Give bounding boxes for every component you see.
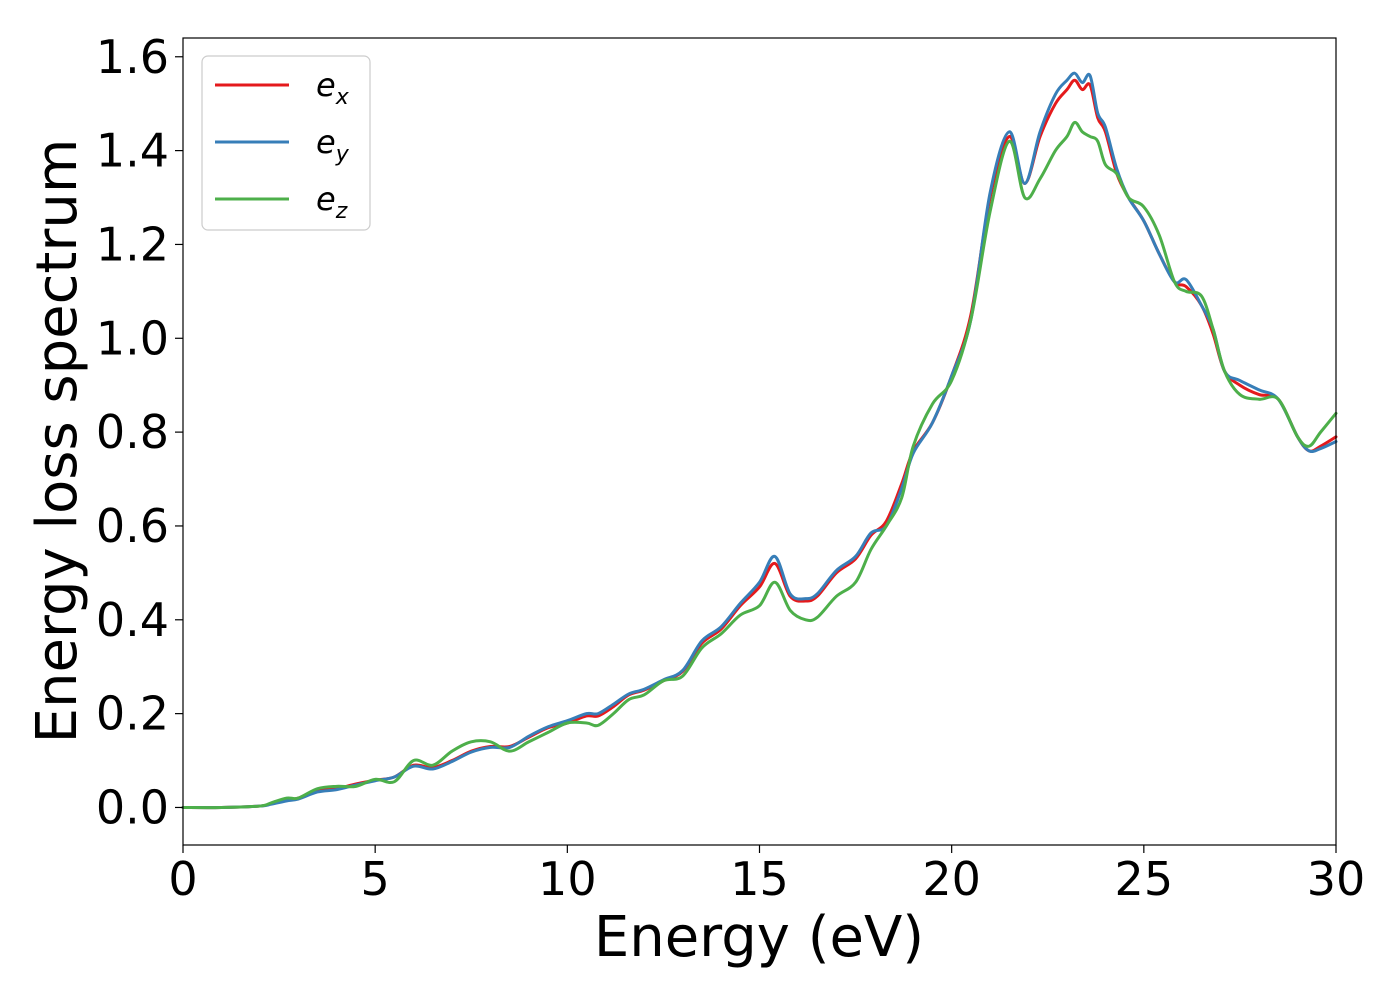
x-tick-label: 20 <box>922 852 981 906</box>
x-tick-label: 30 <box>1307 852 1366 906</box>
x-axis-label: Energy (eV) <box>594 905 924 970</box>
y-axis-ticks: 0.0 0.2 0.4 0.6 0.8 1.0 1.2 1.4 1.6 <box>96 30 183 834</box>
y-axis-label: Energy loss spectrum <box>25 139 90 744</box>
y-tick-label: 1.6 <box>96 30 169 84</box>
legend-items: ex ey ez <box>215 66 350 224</box>
x-axis-ticks: 0 5 10 15 20 25 30 <box>168 845 1365 906</box>
legend-label-ex: ex <box>316 66 350 110</box>
y-tick-label: 0.4 <box>96 593 169 647</box>
series-line-ey <box>181 71 1338 810</box>
x-tick-label: 0 <box>168 852 197 906</box>
legend: ex ey ez <box>201 55 371 231</box>
y-tick-label: 1.4 <box>96 124 169 178</box>
y-tick-label: 0.2 <box>96 687 169 741</box>
x-tick-label: 5 <box>361 852 390 906</box>
series-line-ez <box>181 120 1338 810</box>
x-tick-label: 10 <box>538 852 597 906</box>
series-layer <box>181 71 1338 810</box>
y-tick-label: 1.0 <box>96 311 169 365</box>
y-tick-label: 0.0 <box>96 780 169 834</box>
x-tick-label: 25 <box>1115 852 1174 906</box>
legend-label-ez: ez <box>316 180 348 224</box>
y-tick-label: 0.6 <box>96 499 169 553</box>
y-tick-label: 0.8 <box>96 405 169 459</box>
legend-label-ey: ey <box>316 123 350 167</box>
y-tick-label: 1.2 <box>96 217 169 271</box>
x-tick-label: 15 <box>730 852 789 906</box>
